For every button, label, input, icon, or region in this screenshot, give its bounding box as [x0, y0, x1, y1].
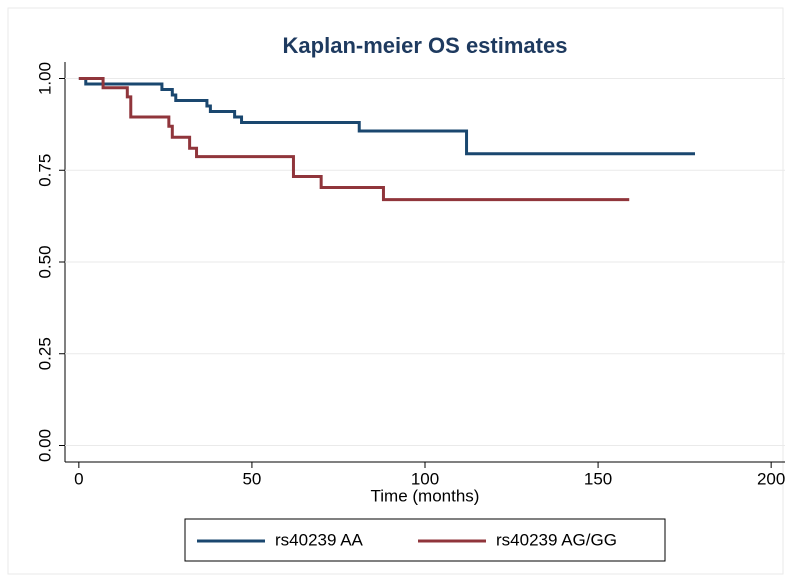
- x-tick-label: 100: [411, 469, 439, 488]
- y-tick-label: 0.50: [35, 245, 54, 278]
- y-tick-label: 0.75: [35, 154, 54, 187]
- x-axis-title: Time (months): [371, 486, 480, 505]
- survival-curve: [78, 77, 695, 156]
- legend-label: rs40239 AG/GG: [496, 530, 617, 549]
- x-tick-label: 150: [584, 469, 612, 488]
- x-tick-label: 0: [74, 469, 83, 488]
- chart-title: Kaplan-meier OS estimates: [283, 33, 568, 58]
- y-tick-label: 0.00: [35, 429, 54, 462]
- survival-curve: [78, 77, 630, 202]
- x-tick-label: 50: [242, 469, 261, 488]
- frame: [7, 7, 784, 575]
- y-tick-label: 0.25: [35, 337, 54, 370]
- x-tick-label: 200: [757, 469, 785, 488]
- legend-label: rs40239 AA: [275, 530, 364, 549]
- y-tick-label: 1.00: [35, 62, 54, 95]
